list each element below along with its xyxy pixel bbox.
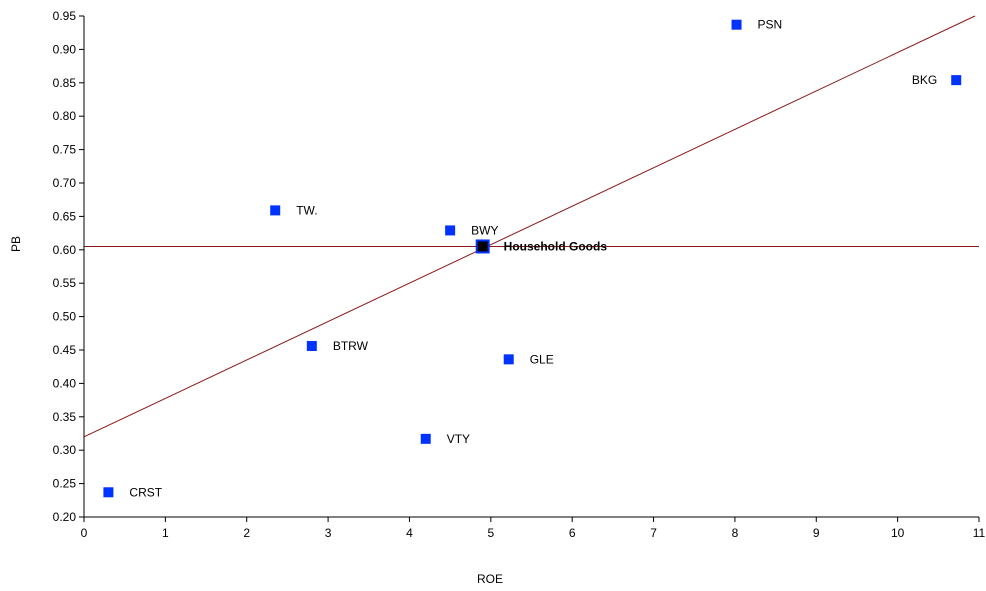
x-tick-label: 2: [243, 526, 250, 540]
y-tick-label: 0.30: [53, 443, 77, 457]
reference-lines: [83, 15, 979, 438]
point-label-bkg: BKG: [912, 73, 937, 87]
x-tick-label: 8: [732, 526, 739, 540]
point-marker-vty: [420, 433, 431, 444]
y-tick-label: 0.65: [53, 209, 77, 223]
axes: 0.20 0.25 0.30 0.35 0.40 0.45 0.50 0.55 0.60 0.65…: [53, 9, 986, 540]
y-tick-label: 0.95: [53, 9, 77, 23]
x-tick-label: 9: [813, 526, 820, 540]
point-label-btrw: BTRW: [333, 339, 369, 353]
y-tick-label: 0.55: [53, 276, 77, 290]
point-label-tw: TW.: [296, 203, 317, 217]
point-marker-gle: [503, 354, 514, 365]
x-tick-label: 3: [325, 526, 332, 540]
x-tick-label: 1: [162, 526, 169, 540]
y-tick-label: 0.80: [53, 109, 77, 123]
x-tick-label: 11: [973, 526, 986, 540]
y-tick-label: 0.25: [53, 477, 77, 491]
point-label-psn: PSN: [758, 18, 783, 32]
x-tick-label: 10: [891, 526, 905, 540]
point-marker-bkg: [951, 75, 962, 86]
points: CRST TW. BTRW VTY BWY GLE PSN BKG Household Good…: [103, 18, 962, 499]
y-tick-label: 0.70: [53, 176, 77, 190]
x-tick-label: 6: [569, 526, 576, 540]
point-label-crst: CRST: [129, 485, 162, 499]
point-label-bwy: BWY: [471, 223, 498, 237]
y-tick-label: 0.75: [53, 143, 77, 157]
point-marker-btrw: [306, 340, 317, 351]
x-tick-label: 5: [487, 526, 494, 540]
point-marker-psn: [731, 19, 742, 30]
y-tick-label: 0.90: [53, 42, 77, 56]
y-tick-label: 0.50: [53, 310, 77, 324]
point-marker-bwy: [445, 225, 456, 236]
y-tick-label: 0.40: [53, 376, 77, 390]
point-label-vty: VTY: [447, 432, 470, 446]
y-axis-title: PB: [9, 236, 23, 252]
x-tick-label: 7: [650, 526, 657, 540]
point-marker-household-goods: [477, 241, 488, 252]
point-marker-crst: [103, 487, 114, 498]
point-label-gle: GLE: [530, 352, 554, 366]
y-tick-label: 0.20: [53, 510, 77, 524]
y-tick-label: 0.60: [53, 243, 77, 257]
y-tick-label: 0.35: [53, 410, 77, 424]
x-axis-title: ROE: [477, 572, 503, 586]
point-label-household-goods: Household Goods: [504, 239, 608, 253]
point-marker-tw: [270, 205, 281, 216]
x-tick-label: 0: [81, 526, 88, 540]
trend-line: [83, 15, 976, 438]
x-tick-label: 4: [406, 526, 413, 540]
y-tick-label: 0.45: [53, 343, 77, 357]
y-tick-label: 0.85: [53, 76, 77, 90]
